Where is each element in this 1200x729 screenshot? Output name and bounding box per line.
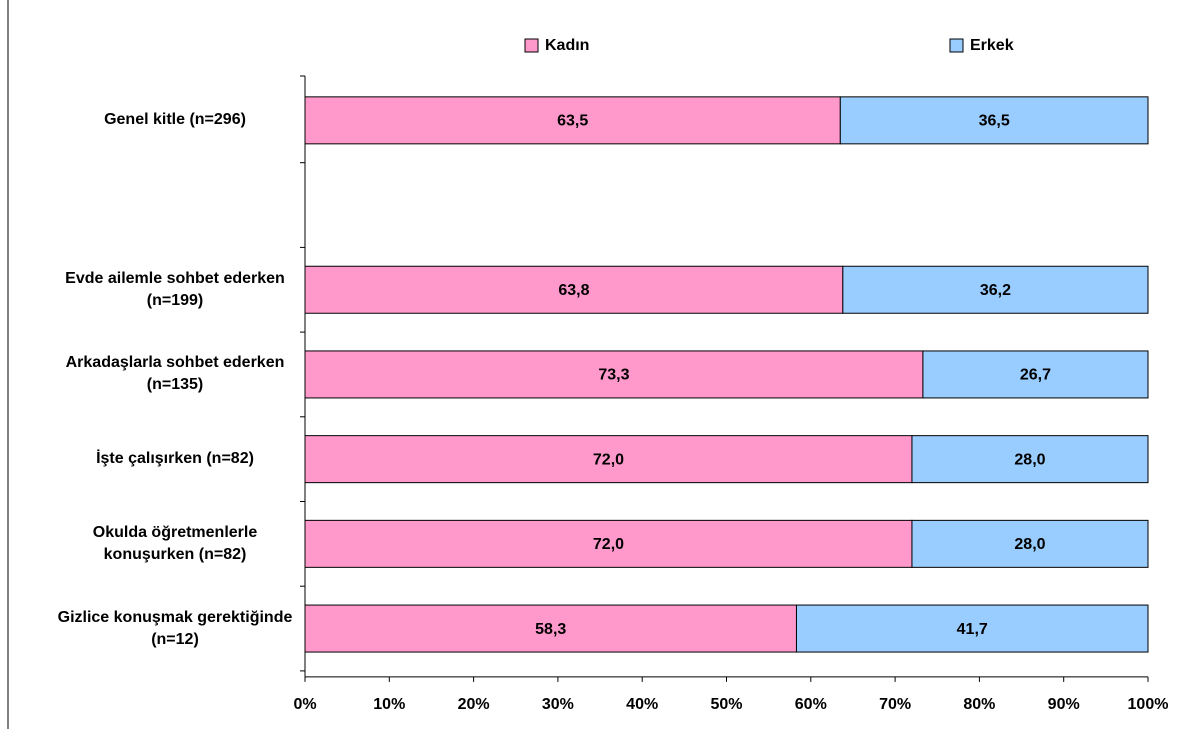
bar-segment	[304, 96, 841, 145]
value-label: 63,5	[557, 113, 588, 130]
y-tick-label: Okulda öğretmenlerle konuşurken (n=82)	[92, 523, 258, 563]
x-tick-label: 40%	[626, 696, 658, 713]
value-label: 41,7	[957, 621, 988, 638]
bar-segment	[911, 519, 1149, 568]
bar-segment	[922, 350, 1149, 399]
x-tick-label: 50%	[710, 696, 742, 713]
bar-segment	[304, 265, 844, 314]
bar-segment	[795, 604, 1149, 653]
legend-swatch	[949, 38, 964, 53]
value-label: 63,8	[558, 282, 589, 299]
x-tick-label: 20%	[458, 696, 490, 713]
legend-label: Erkek	[970, 37, 1014, 54]
value-label: 36,2	[980, 282, 1011, 299]
value-label: 26,7	[1020, 367, 1051, 384]
value-label: 72,0	[593, 451, 624, 468]
value-label: 58,3	[535, 621, 566, 638]
y-tick-label: Arkadaşlarla sohbet ederken (n=135)	[65, 354, 285, 394]
value-label: 73,3	[598, 367, 629, 384]
x-tick-label: 30%	[542, 696, 574, 713]
y-tick-label: Gizlice konuşmak gerektiğinde (n=12)	[57, 608, 293, 648]
x-tick-label: 10%	[373, 696, 405, 713]
value-label: 36,5	[979, 113, 1010, 130]
x-tick-label: 70%	[879, 696, 911, 713]
bar-segment	[304, 350, 924, 399]
legend-label: Kadın	[545, 37, 589, 54]
legend-swatch	[524, 38, 539, 53]
y-tick-label: Genel kitle (n=296)	[104, 111, 246, 129]
x-tick-label: 100%	[1128, 696, 1169, 713]
x-tick-label: 80%	[963, 696, 995, 713]
bar-segment	[842, 265, 1149, 314]
bar-segment	[839, 96, 1149, 145]
value-label: 72,0	[593, 536, 624, 553]
y-tick-label: İşte çalışırken (n=82)	[96, 450, 254, 468]
x-tick-label: 0%	[293, 696, 316, 713]
bar-segment	[304, 435, 913, 484]
bar-segment	[304, 604, 797, 653]
x-tick-label: 90%	[1048, 696, 1080, 713]
bar-segment	[911, 435, 1149, 484]
value-label: 28,0	[1014, 451, 1045, 468]
value-label: 28,0	[1014, 536, 1045, 553]
y-tick-label: Evde ailemle sohbet ederken (n=199)	[65, 269, 285, 309]
chart-frame	[7, 0, 9, 729]
x-tick-label: 60%	[795, 696, 827, 713]
